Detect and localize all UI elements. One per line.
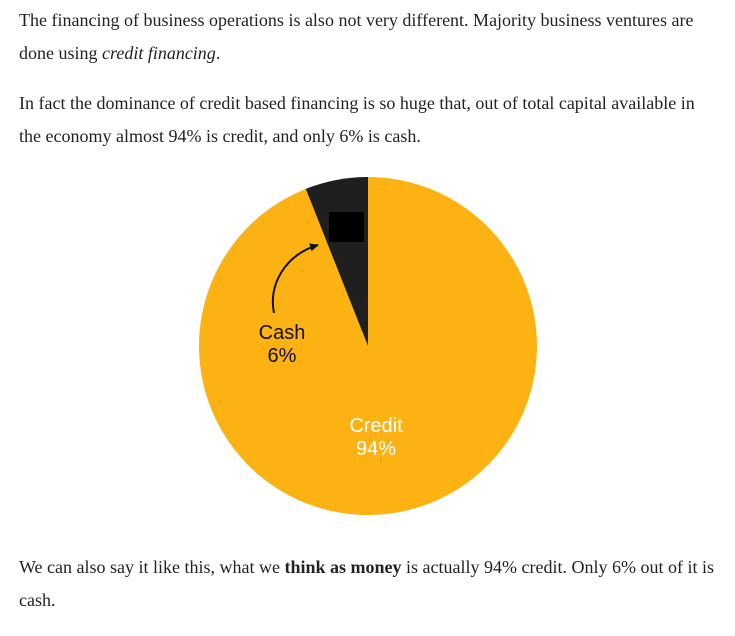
paragraph-text: is actually 94% credit. Only 6% out of i… — [19, 557, 714, 610]
redaction-box — [329, 212, 364, 242]
slice-label-cash: Cash 6% — [259, 322, 306, 367]
slice-value-cash: 6% — [268, 345, 297, 367]
slice-name-cash: Cash — [259, 322, 306, 344]
cash-pointer-arrow — [271, 243, 319, 314]
paragraph-think-as-money: We can also say it like this, what we th… — [19, 551, 719, 617]
paragraph-text: . — [215, 43, 221, 63]
pie-slices — [199, 177, 537, 515]
paragraph-text: We can also say it like this, what we — [19, 557, 285, 577]
paragraph-text: The financing of business operations is … — [19, 10, 694, 63]
slice-label-credit: Credit 94% — [349, 415, 403, 460]
paragraph-credit-dominance: In fact the dominance of credit based fi… — [19, 87, 719, 153]
paragraph-financing-intro: The financing of business operations is … — [19, 4, 719, 70]
paragraph-text: In fact the dominance of credit based fi… — [19, 93, 695, 146]
pie-labels: Credit 94% Cash 6% — [259, 322, 403, 460]
slice-value-credit: 94% — [356, 438, 396, 460]
slice-name-credit: Credit — [349, 415, 403, 437]
bold-think-as-money: think as money — [284, 557, 402, 577]
emphasis-credit-financing: credit financing — [102, 43, 216, 63]
pie-slice-credit — [199, 177, 537, 515]
